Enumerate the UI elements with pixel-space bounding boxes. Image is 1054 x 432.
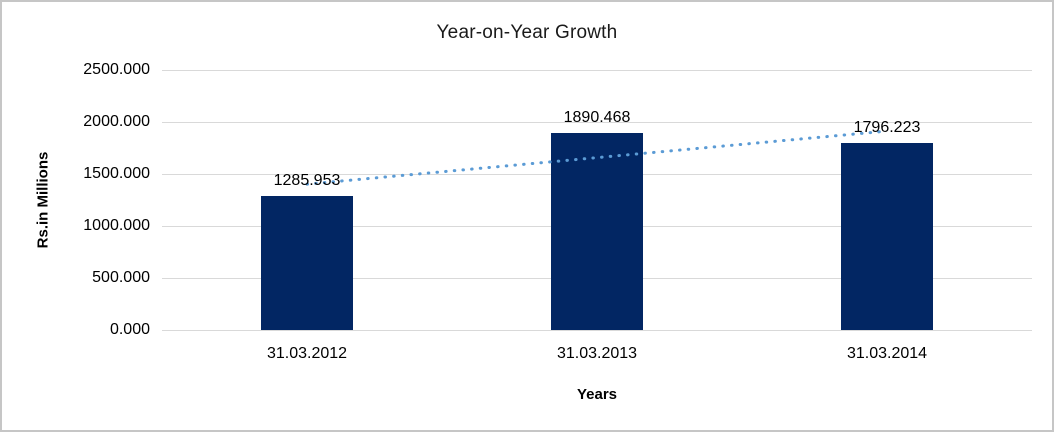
y-tick-label: 1000.000: [83, 217, 150, 234]
x-tick-label: 31.03.2013: [556, 345, 638, 362]
y-tick-label: 1500.000: [83, 165, 150, 182]
y-tick-label: 500.000: [92, 269, 150, 286]
gridline: [162, 330, 1032, 331]
data-label: 1285.953: [273, 172, 341, 189]
x-tick-label: 31.03.2014: [846, 345, 928, 362]
data-label: 1890.468: [563, 109, 631, 126]
y-tick-label: 2000.000: [83, 113, 150, 130]
bar-31.03.2013: [551, 133, 643, 330]
chart-title: Year-on-Year Growth: [436, 22, 618, 43]
gridline: [162, 70, 1032, 71]
x-axis-title: Years: [576, 386, 618, 403]
bar-31.03.2012: [261, 196, 353, 330]
x-tick-label: 31.03.2012: [266, 345, 348, 362]
bar-31.03.2014: [841, 143, 933, 330]
gridline: [162, 122, 1032, 123]
data-label: 1796.223: [853, 119, 921, 136]
y-tick-label: 2500.000: [83, 61, 150, 78]
y-tick-label: 0.000: [109, 321, 150, 338]
